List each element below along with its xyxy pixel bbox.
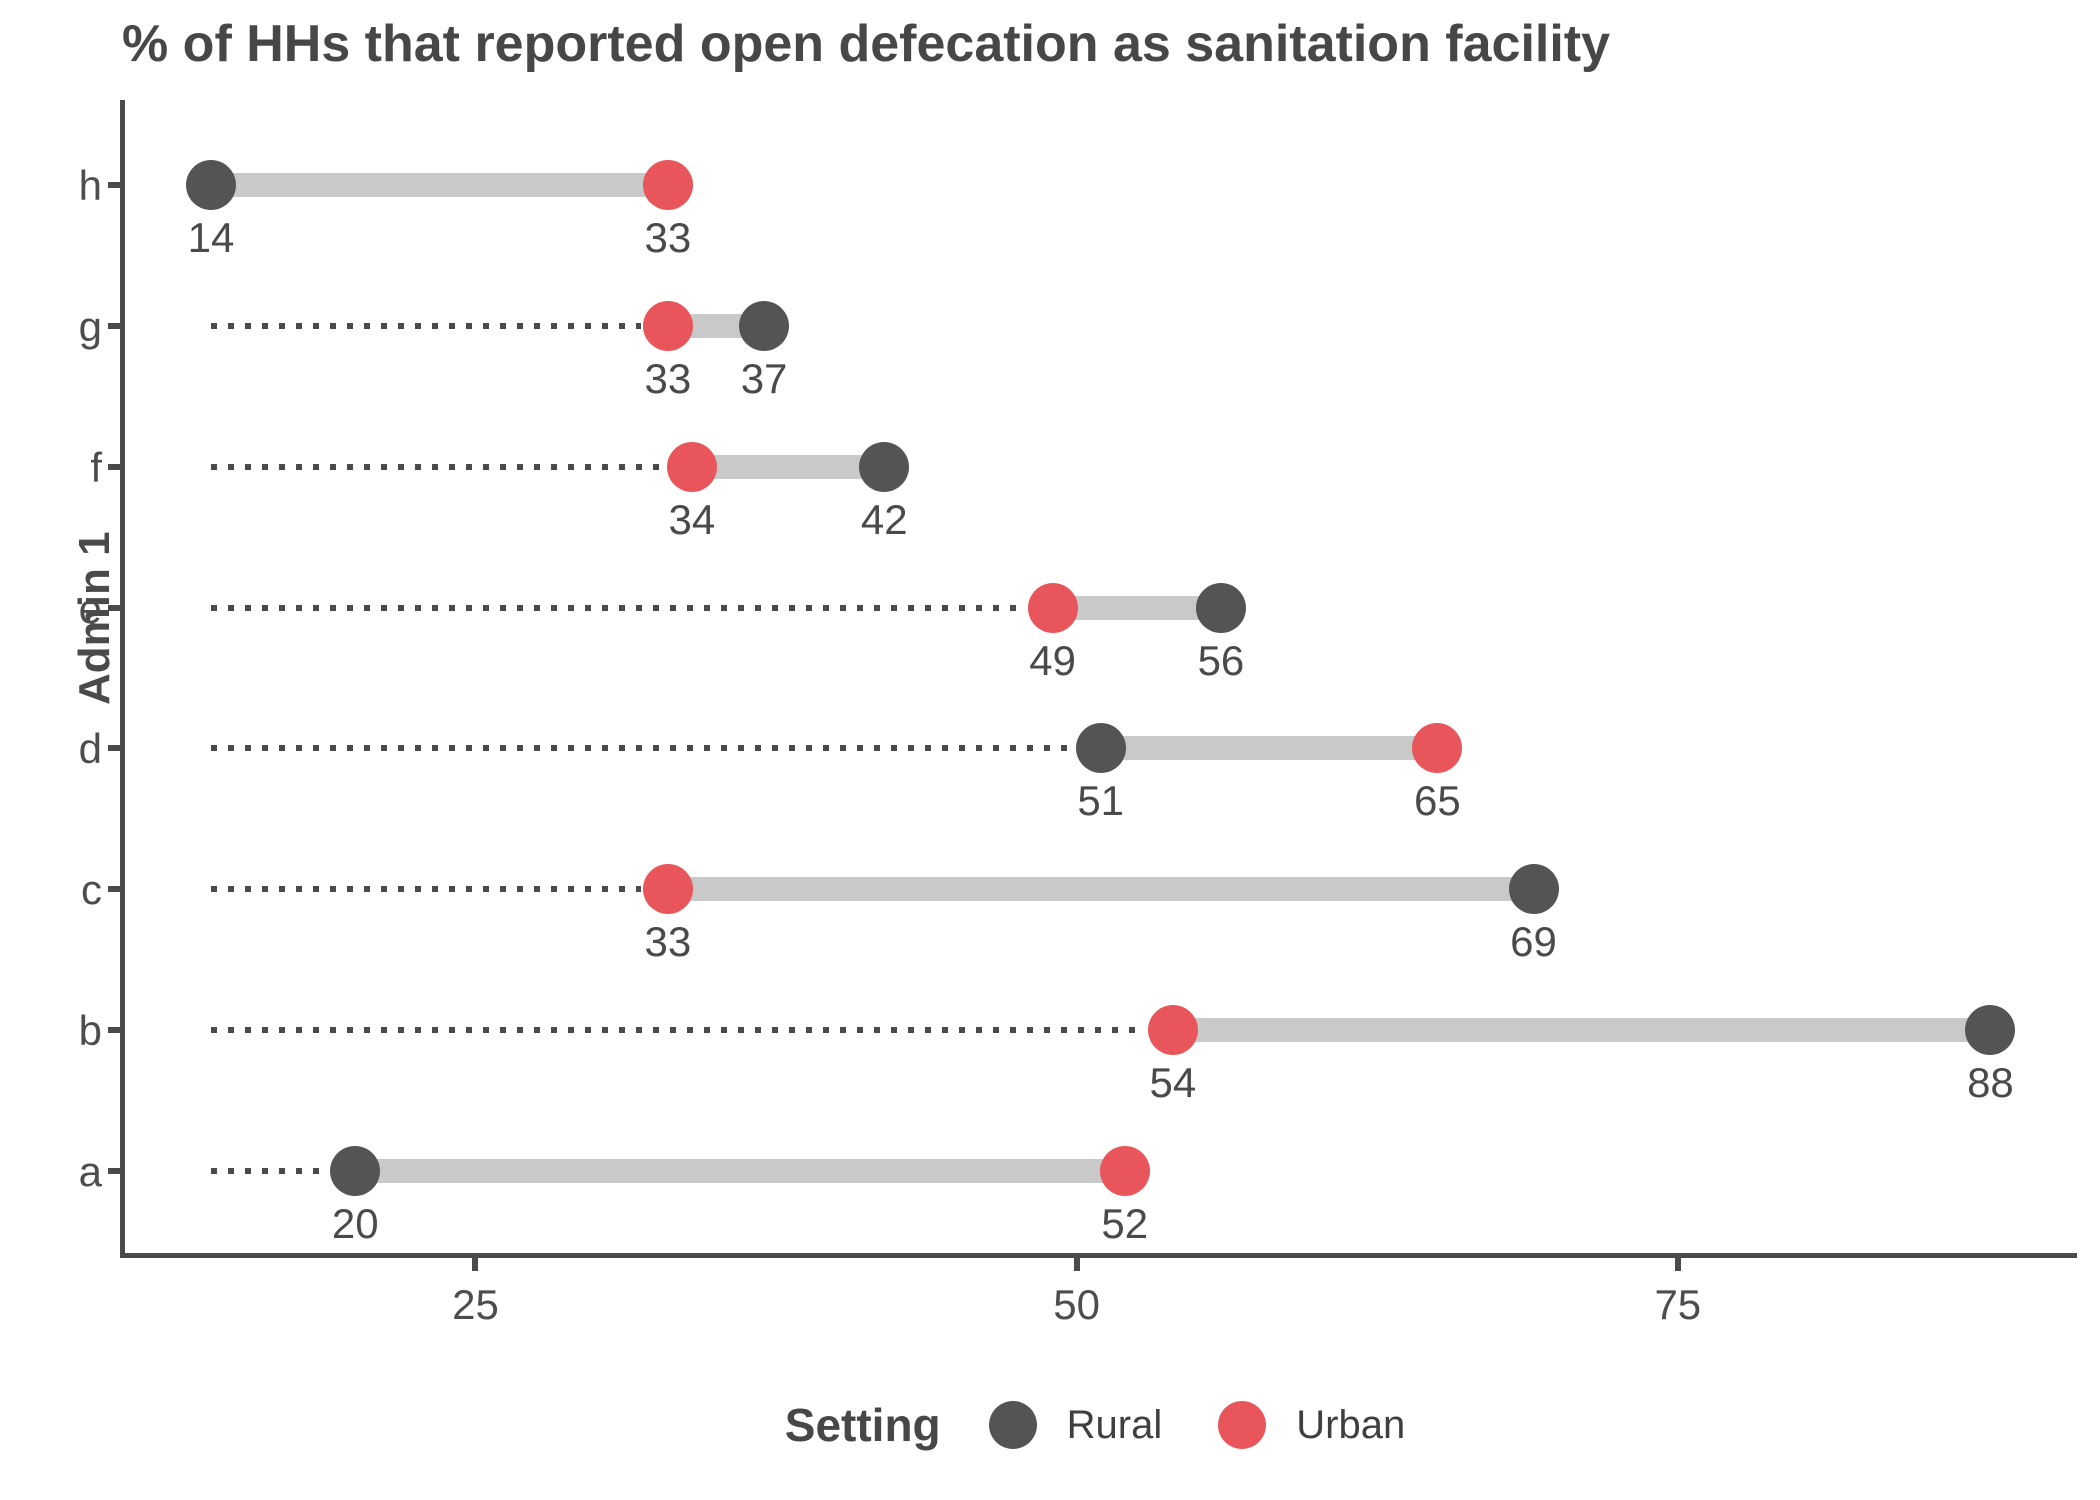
urban-dot — [666, 441, 717, 492]
legend-title: Setting — [784, 1399, 941, 1451]
value-label: 52 — [1101, 1200, 1149, 1248]
connector-bar — [210, 173, 668, 197]
connector-bar — [1100, 736, 1438, 761]
urban-dot — [1147, 1005, 1198, 1056]
y-tick-mark — [108, 322, 121, 329]
urban-dot — [1412, 723, 1463, 774]
category-label: c — [81, 866, 102, 914]
rural-dot — [1075, 723, 1126, 774]
category-label: g — [78, 302, 102, 350]
urban-dot — [642, 300, 693, 351]
y-tick-mark — [108, 886, 121, 893]
y-tick-mark — [108, 1168, 121, 1175]
value-label: 56 — [1197, 636, 1245, 684]
y-axis-line — [120, 100, 125, 1258]
y-tick-mark — [108, 463, 121, 470]
x-tick-mark — [1073, 1258, 1080, 1271]
value-label: 14 — [187, 214, 235, 261]
category-label: a — [78, 1148, 102, 1196]
leader-dotted-line — [210, 463, 665, 470]
category-label: b — [78, 1007, 102, 1055]
value-label: 34 — [668, 495, 716, 543]
value-label: 54 — [1149, 1059, 1197, 1107]
value-label: 69 — [1510, 918, 1557, 966]
legend-label: Rural — [1066, 1402, 1163, 1447]
category-label: e — [78, 584, 102, 632]
rural-swatch-icon — [988, 1401, 1037, 1449]
legend: Setting Rural Urban — [0, 1398, 2100, 1452]
urban-swatch-icon — [1218, 1401, 1267, 1449]
connector-bar — [1052, 595, 1221, 620]
connector-bar — [667, 877, 1534, 902]
x-tick-mark — [1674, 1258, 1681, 1271]
urban-dot — [1099, 1146, 1150, 1197]
value-label: 88 — [1967, 1059, 2014, 1107]
legend-item-urban: Urban — [1218, 1401, 1405, 1449]
value-label: 20 — [331, 1200, 379, 1248]
y-tick-mark — [108, 745, 121, 752]
value-label: 51 — [1077, 777, 1125, 825]
rural-dot — [185, 160, 236, 210]
leader-dotted-line — [210, 745, 1074, 752]
x-tick-label: 75 — [1654, 1281, 1702, 1328]
legend-label: Urban — [1296, 1402, 1406, 1447]
urban-dot — [642, 864, 693, 915]
connector-bar — [691, 454, 885, 479]
value-label: 37 — [740, 354, 788, 402]
rural-dot — [1965, 1005, 2016, 1056]
leader-dotted-line — [210, 1027, 1146, 1034]
value-label: 33 — [644, 354, 692, 402]
rural-dot — [1195, 582, 1246, 633]
value-label: 33 — [644, 918, 692, 966]
connector-bar — [1172, 1018, 1991, 1043]
x-tick-label: 50 — [1053, 1281, 1100, 1328]
x-tick-mark — [472, 1258, 479, 1271]
rural-dot — [859, 441, 910, 492]
y-tick-mark — [108, 1027, 121, 1034]
rural-dot — [1508, 864, 1559, 915]
y-tick-mark — [108, 182, 121, 188]
legend-item-rural: Rural — [988, 1401, 1163, 1449]
leader-dotted-line — [210, 1168, 329, 1175]
category-label: h — [78, 162, 102, 209]
chart-title: % of HHs that reported open defecation a… — [122, 15, 1611, 73]
value-label: 49 — [1029, 636, 1076, 684]
x-tick-label: 25 — [452, 1281, 499, 1328]
urban-dot — [642, 160, 693, 210]
leader-dotted-line — [210, 886, 641, 893]
connector-bar — [355, 1159, 1125, 1184]
x-axis-line — [120, 1253, 2077, 1258]
value-label: 65 — [1413, 777, 1461, 825]
leader-dotted-line — [210, 322, 641, 329]
leader-dotted-line — [210, 604, 1026, 611]
value-label: 42 — [860, 495, 908, 543]
category-label: f — [90, 443, 102, 491]
rural-dot — [330, 1146, 381, 1197]
urban-dot — [1027, 582, 1078, 633]
rural-dot — [739, 300, 790, 351]
value-label: 33 — [644, 214, 692, 261]
y-tick-mark — [108, 604, 121, 611]
category-label: d — [78, 725, 102, 773]
